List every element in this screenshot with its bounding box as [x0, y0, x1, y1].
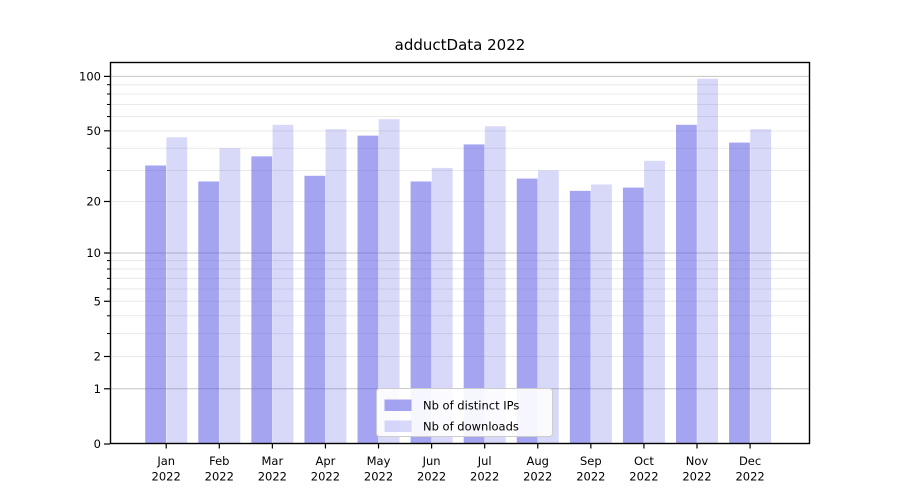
x-axis-month-label: Jul 2022: [470, 454, 499, 484]
x-axis-month-text: Aug: [527, 454, 549, 468]
bar-downloads-dec: [750, 129, 772, 444]
bar-distinct-ips-feb: [198, 181, 220, 445]
y-axis-tick-label: 10: [86, 246, 101, 260]
x-axis-month-text: Nov: [686, 454, 709, 468]
bar-distinct-ips-dec: [729, 142, 750, 444]
bar-distinct-ips-jul: [463, 144, 485, 444]
y-axis-tick-label: 1: [94, 382, 101, 396]
x-axis-month-label: Nov 2022: [682, 454, 711, 484]
bar-distinct-ips-aug: [516, 178, 538, 444]
x-axis-month-label: Jan 2022: [152, 454, 181, 484]
x-axis-month-label: Oct 2022: [629, 454, 658, 484]
x-axis-month-label: Sep 2022: [576, 454, 605, 484]
x-axis-year-text: 2022: [364, 470, 393, 484]
chart-title: adductData 2022: [395, 36, 526, 54]
y-axis-tick-label: 50: [86, 124, 101, 138]
x-axis-month-label: Jun 2022: [417, 454, 446, 484]
x-axis-month-label: Aug 2022: [523, 454, 552, 484]
bar-downloads-sep: [591, 184, 612, 444]
x-axis-month-text: Dec: [739, 454, 761, 468]
y-axis-tick-label: 2: [94, 349, 101, 363]
x-axis-month-text: Feb: [209, 454, 229, 468]
x-axis-month-label: Dec 2022: [735, 454, 764, 484]
bar-downloads-apr: [325, 129, 347, 444]
bar-downloads-mar: [272, 124, 294, 445]
legend-box: [376, 388, 553, 437]
y-axis-tick-label: 100: [79, 69, 101, 83]
bar-distinct-ips-may: [357, 135, 379, 445]
x-axis-year-text: 2022: [629, 470, 658, 484]
y-axis-tick-label: 20: [86, 194, 101, 208]
x-axis-month-label: May 2022: [364, 454, 393, 484]
x-axis-year-text: 2022: [735, 470, 764, 484]
x-axis-year-text: 2022: [523, 470, 552, 484]
bar-downloads-jun: [431, 167, 453, 444]
bar-downloads-jan: [166, 137, 188, 444]
x-axis-month-text: Sep: [580, 454, 602, 468]
bar-downloads-feb: [219, 148, 241, 444]
x-axis-month-label: Mar 2022: [258, 454, 287, 484]
bar-downloads-oct: [644, 160, 665, 445]
x-axis-year-text: 2022: [576, 470, 605, 484]
x-axis-month-text: Jul: [477, 454, 492, 468]
legend-label-distinct-ips: Nb of distinct IPs: [423, 399, 519, 413]
x-axis-month-text: Apr: [315, 454, 335, 468]
bar-distinct-ips-mar: [251, 156, 273, 444]
x-axis-year-text: 2022: [311, 470, 340, 484]
x-axis-month-label: Feb 2022: [205, 454, 234, 484]
legend-label-downloads: Nb of downloads: [423, 420, 519, 434]
x-axis-month-text: Jun: [422, 454, 441, 468]
legend-swatch-distinct-ips: [384, 399, 412, 411]
bar-downloads-may: [378, 119, 400, 444]
y-axis-tick-label: 0: [94, 437, 101, 451]
y-axis-tick-label: 5: [94, 294, 101, 308]
bar-downloads-aug: [537, 170, 559, 444]
x-axis-year-text: 2022: [682, 470, 711, 484]
bar-downloads-jul: [484, 126, 506, 444]
x-axis-month-text: May: [367, 454, 391, 468]
bar-distinct-ips-nov: [676, 124, 697, 445]
bar-distinct-ips-oct: [622, 187, 644, 445]
bar-distinct-ips-jun: [410, 181, 432, 445]
x-axis-year-text: 2022: [470, 470, 499, 484]
x-axis-year-text: 2022: [152, 470, 181, 484]
x-axis-year-text: 2022: [205, 470, 234, 484]
x-axis-year-text: 2022: [258, 470, 287, 484]
bar-distinct-ips-jan: [145, 165, 166, 444]
plot-border: [109, 61, 811, 445]
x-axis-month-text: Jan: [156, 454, 175, 468]
x-axis-month-label: Apr 2022: [311, 454, 340, 484]
x-axis-month-text: Mar: [262, 454, 284, 468]
bar-distinct-ips-sep: [569, 190, 591, 444]
bar-distinct-ips-apr: [304, 175, 326, 444]
bar-downloads-nov: [697, 78, 718, 445]
x-axis-month-text: Oct: [634, 454, 654, 468]
x-axis-year-text: 2022: [417, 470, 446, 484]
legend-swatch-downloads: [384, 420, 412, 432]
